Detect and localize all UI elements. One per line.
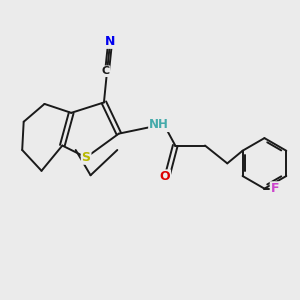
Text: NH: NH <box>149 118 169 131</box>
Text: N: N <box>105 35 115 48</box>
Text: C: C <box>101 66 110 76</box>
Text: F: F <box>271 182 279 195</box>
Text: S: S <box>82 151 91 164</box>
Text: O: O <box>160 170 170 183</box>
